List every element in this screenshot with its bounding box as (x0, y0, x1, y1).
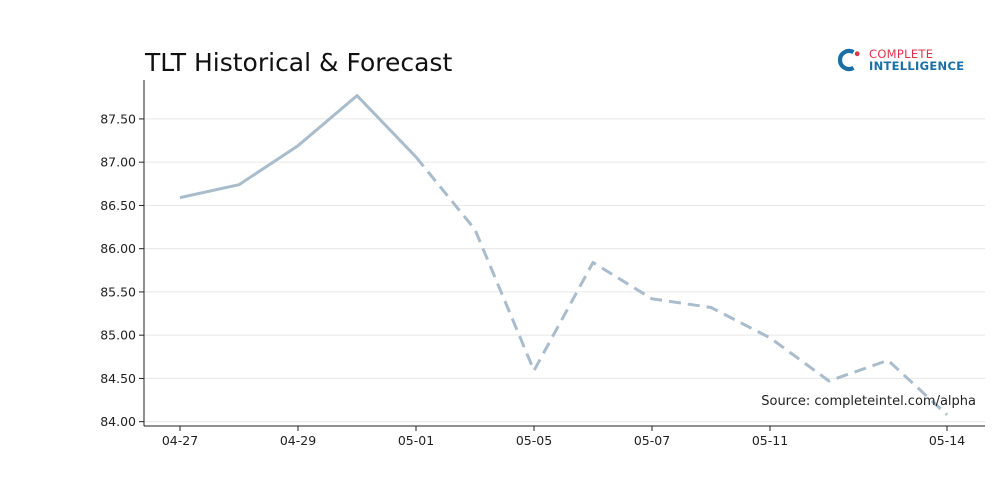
x-tick-label: 05-07 (634, 433, 670, 448)
x-tick-label: 04-27 (162, 433, 198, 448)
y-tick-label: 87.50 (100, 111, 136, 126)
series-lines (179, 94, 949, 416)
y-axis-ticks: 84.00 84.50 85.00 85.50 86.00 86.50 87.00 87.50 (100, 111, 144, 429)
historical-line (179, 94, 418, 200)
x-tick-label: 05-05 (516, 433, 552, 448)
source-note: Source: completeintel.com/alpha (761, 394, 976, 409)
y-tick-label: 86.00 (100, 241, 136, 256)
axes (143, 80, 985, 427)
x-axis-ticks: 04-27 04-29 05-01 05-05 05-07 05-11 05-14 (162, 426, 965, 448)
x-tick-label: 05-11 (752, 433, 788, 448)
chart-title: TLT Historical & Forecast (145, 48, 453, 77)
y-tick-label: 86.50 (100, 198, 136, 213)
brand-logo: COMPLETE INTELLIGENCE (838, 48, 964, 72)
y-tick-label: 85.50 (100, 284, 136, 299)
grid-lines (144, 118, 985, 423)
x-tick-label: 05-14 (929, 433, 965, 448)
y-tick-label: 85.00 (100, 328, 136, 343)
x-tick-label: 04-29 (280, 433, 316, 448)
brand-name-line1: COMPLETE (869, 47, 934, 61)
y-tick-label: 84.00 (100, 414, 136, 429)
forecast-line (414, 156, 949, 416)
y-tick-label: 84.50 (100, 371, 136, 386)
y-tick-label: 87.00 (100, 155, 136, 170)
brand-ring-icon (838, 48, 860, 72)
x-tick-label: 05-01 (398, 433, 434, 448)
brand-name-line2: INTELLIGENCE (869, 59, 965, 73)
